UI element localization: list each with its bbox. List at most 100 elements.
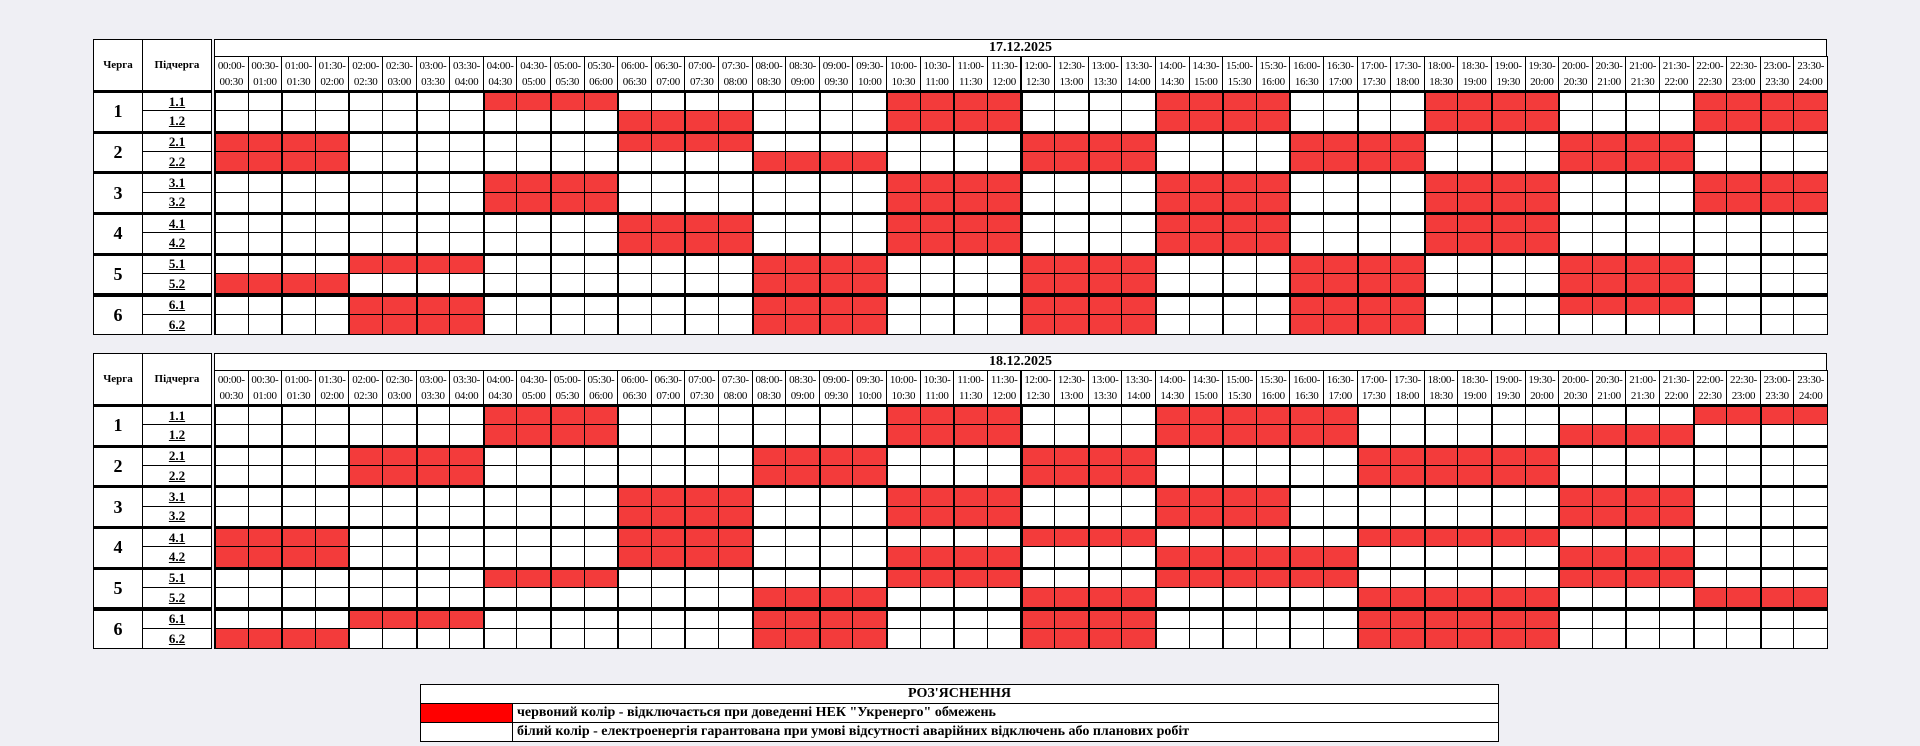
- schedule-cell: [449, 252, 484, 275]
- schedule-cell: [1222, 546, 1257, 568]
- time-slot: 15:30-16:00: [1255, 370, 1291, 405]
- schedule-cell: [281, 293, 316, 315]
- time-slot: 07:30-08:00: [718, 56, 753, 91]
- schedule-cell: [953, 232, 988, 254]
- schedule-cell: [986, 110, 1022, 132]
- schedule-cell: [214, 252, 249, 275]
- time-slot: 07:00-07:30: [684, 370, 720, 405]
- schedule-cell: [1020, 212, 1056, 234]
- schedule-cell: [1255, 212, 1291, 234]
- schedule-cell: [1356, 526, 1392, 548]
- schedule-cell: [449, 627, 484, 650]
- schedule-cell: [1121, 546, 1156, 568]
- schedule-cell: [1356, 130, 1392, 153]
- schedule-cell: [818, 607, 854, 629]
- schedule-cell: [1658, 293, 1694, 315]
- schedule-cell: [1490, 546, 1526, 568]
- schedule-cell: [1591, 505, 1627, 528]
- schedule-cell: [785, 607, 820, 629]
- queue-number: 5: [93, 252, 143, 295]
- schedule-cell: [1255, 546, 1291, 568]
- time-slot: 05:00-05:30: [550, 370, 585, 405]
- schedule-cell: [986, 130, 1022, 153]
- time-slot: 05:30-06:00: [583, 56, 619, 91]
- schedule-cell: [1087, 505, 1123, 528]
- schedule-cell: [986, 607, 1022, 629]
- schedule-cell: [718, 252, 753, 275]
- schedule-cell: [684, 273, 720, 295]
- schedule-cell: [281, 252, 316, 275]
- schedule-cell: [1054, 566, 1089, 589]
- schedule-cell: [1289, 404, 1324, 426]
- schedule-cell: [1255, 404, 1291, 426]
- schedule-cell: [1188, 607, 1224, 629]
- schedule-cell: [1490, 151, 1526, 173]
- schedule-cell: [684, 424, 720, 446]
- schedule-cell: [1558, 566, 1593, 589]
- date-header: 17.12.2025: [214, 39, 1827, 57]
- schedule-cell: [1322, 171, 1358, 193]
- schedule-cell: [415, 485, 451, 507]
- schedule-cell: [1726, 587, 1761, 609]
- schedule-cell: [919, 171, 955, 193]
- time-slot: 10:00-10:30: [886, 370, 921, 405]
- schedule-cell: [818, 90, 854, 112]
- schedule-cell: [852, 293, 888, 315]
- schedule-cell: [1726, 526, 1761, 548]
- schedule-cell: [482, 110, 518, 132]
- schedule-cell: [1423, 232, 1459, 254]
- schedule-cell: [886, 607, 921, 629]
- schedule-cell: [1457, 465, 1492, 487]
- schedule-cell: [617, 191, 652, 214]
- time-slot: 18:00-18:30: [1423, 56, 1459, 91]
- schedule-cell: [583, 505, 619, 528]
- schedule-cell: [852, 444, 888, 467]
- schedule-cell: [1222, 232, 1257, 254]
- schedule-cell: [1255, 627, 1291, 650]
- queue-number: 2: [93, 444, 143, 487]
- schedule-cell: [718, 424, 753, 446]
- schedule-cell: [1524, 587, 1560, 609]
- schedule-cell: [1322, 485, 1358, 507]
- schedule-cell: [1390, 587, 1425, 609]
- schedule-cell: [1121, 424, 1156, 446]
- schedule-cell: [1591, 587, 1627, 609]
- schedule-cell: [919, 212, 955, 234]
- time-slot: 23:30-24:00: [1793, 56, 1828, 91]
- schedule-cell: [1793, 252, 1828, 275]
- schedule-cell: [516, 465, 552, 487]
- time-slot: 01:00-01:30: [281, 370, 316, 405]
- schedule-cell: [886, 587, 921, 609]
- schedule-cell: [852, 252, 888, 275]
- schedule-cell: [314, 252, 350, 275]
- schedule-cell: [1726, 130, 1761, 153]
- schedule-cell: [583, 465, 619, 487]
- schedule-cell: [818, 293, 854, 315]
- schedule-cell: [1121, 566, 1156, 589]
- schedule-cell: [818, 171, 854, 193]
- schedule-cell: [1188, 627, 1224, 650]
- schedule-cell: [1020, 252, 1056, 275]
- schedule-cell: [382, 273, 417, 295]
- schedule-cell: [382, 465, 417, 487]
- subqueue-header: Підчерга: [142, 353, 212, 405]
- schedule-cell: [449, 546, 484, 568]
- subqueue-label: 4.1: [142, 526, 212, 548]
- schedule-cell: [1591, 191, 1627, 214]
- schedule-cell: [1423, 485, 1459, 507]
- schedule-cell: [953, 505, 988, 528]
- schedule-cell: [1356, 404, 1392, 426]
- schedule-cell: [314, 151, 350, 173]
- schedule-cell: [785, 566, 820, 589]
- schedule-cell: [449, 110, 484, 132]
- schedule-cell: [348, 191, 383, 214]
- schedule-cell: [1793, 110, 1828, 132]
- schedule-cell: [348, 505, 383, 528]
- schedule-cell: [650, 90, 686, 112]
- schedule-cell: [617, 212, 652, 234]
- queue-header: Черга: [93, 39, 143, 91]
- subqueue-label: 3.2: [142, 191, 212, 214]
- schedule-cell: [1322, 191, 1358, 214]
- schedule-cell: [382, 191, 417, 214]
- schedule-cell: [1020, 313, 1056, 336]
